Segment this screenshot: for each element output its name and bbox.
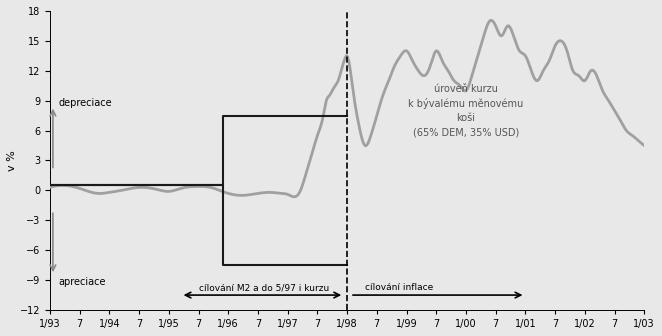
Text: depreciace: depreciace [59, 98, 113, 108]
Text: cílování inflace: cílování inflace [365, 283, 433, 292]
Text: cílování M2 a do 5/97 i kurzu: cílování M2 a do 5/97 i kurzu [199, 283, 329, 292]
Y-axis label: v %: v % [7, 150, 17, 171]
Text: apreciace: apreciace [59, 277, 107, 287]
Text: úroveň kurzu
k bývalému měnovému
koši
(65% DEM, 35% USD): úroveň kurzu k bývalému měnovému koši (6… [408, 84, 524, 137]
